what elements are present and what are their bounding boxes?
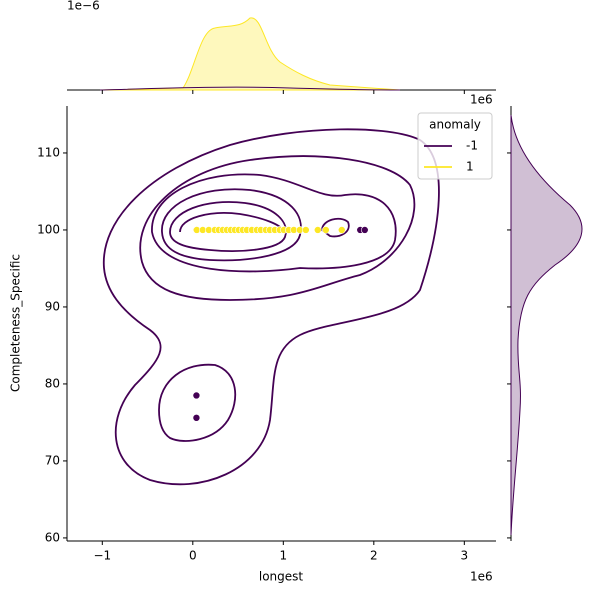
x-offset-top: 1e6 (470, 93, 493, 107)
point (322, 226, 330, 234)
point (313, 226, 322, 234)
x-tick-label: 0 (189, 549, 197, 563)
y-tick-label: 70 (45, 453, 60, 467)
x-tick-label: −1 (93, 549, 111, 563)
point (302, 226, 310, 234)
y-tick-label: 90 (45, 299, 60, 313)
x-tick-label: 3 (461, 549, 469, 563)
y-axis-label: Completeness_Specific (9, 254, 23, 392)
y-tick-label: 80 (45, 376, 60, 390)
point (337, 226, 346, 234)
kde-contours (103, 128, 440, 486)
x-tick-label: 2 (370, 549, 378, 563)
x-offset: 1e6 (470, 570, 493, 584)
legend-label: 1 (466, 160, 474, 174)
y-tick-label: 60 (45, 530, 60, 544)
legend-label: -1 (466, 139, 478, 153)
top-density-neg1 (99, 86, 401, 91)
y-tick-label: 100 (37, 222, 60, 236)
x-axis-label: longest (259, 570, 304, 584)
right-density-neg1 (510, 114, 583, 536)
x-tick-label: 1 (279, 549, 287, 563)
point (192, 391, 201, 400)
point (360, 226, 369, 234)
point (192, 414, 201, 422)
legend-box (417, 112, 493, 180)
top-density-1 (99, 17, 401, 91)
marginal-offset: 1e−6 (67, 0, 100, 13)
legend-title: anomaly (429, 118, 481, 132)
y-tick-label: 110 (37, 145, 60, 159)
